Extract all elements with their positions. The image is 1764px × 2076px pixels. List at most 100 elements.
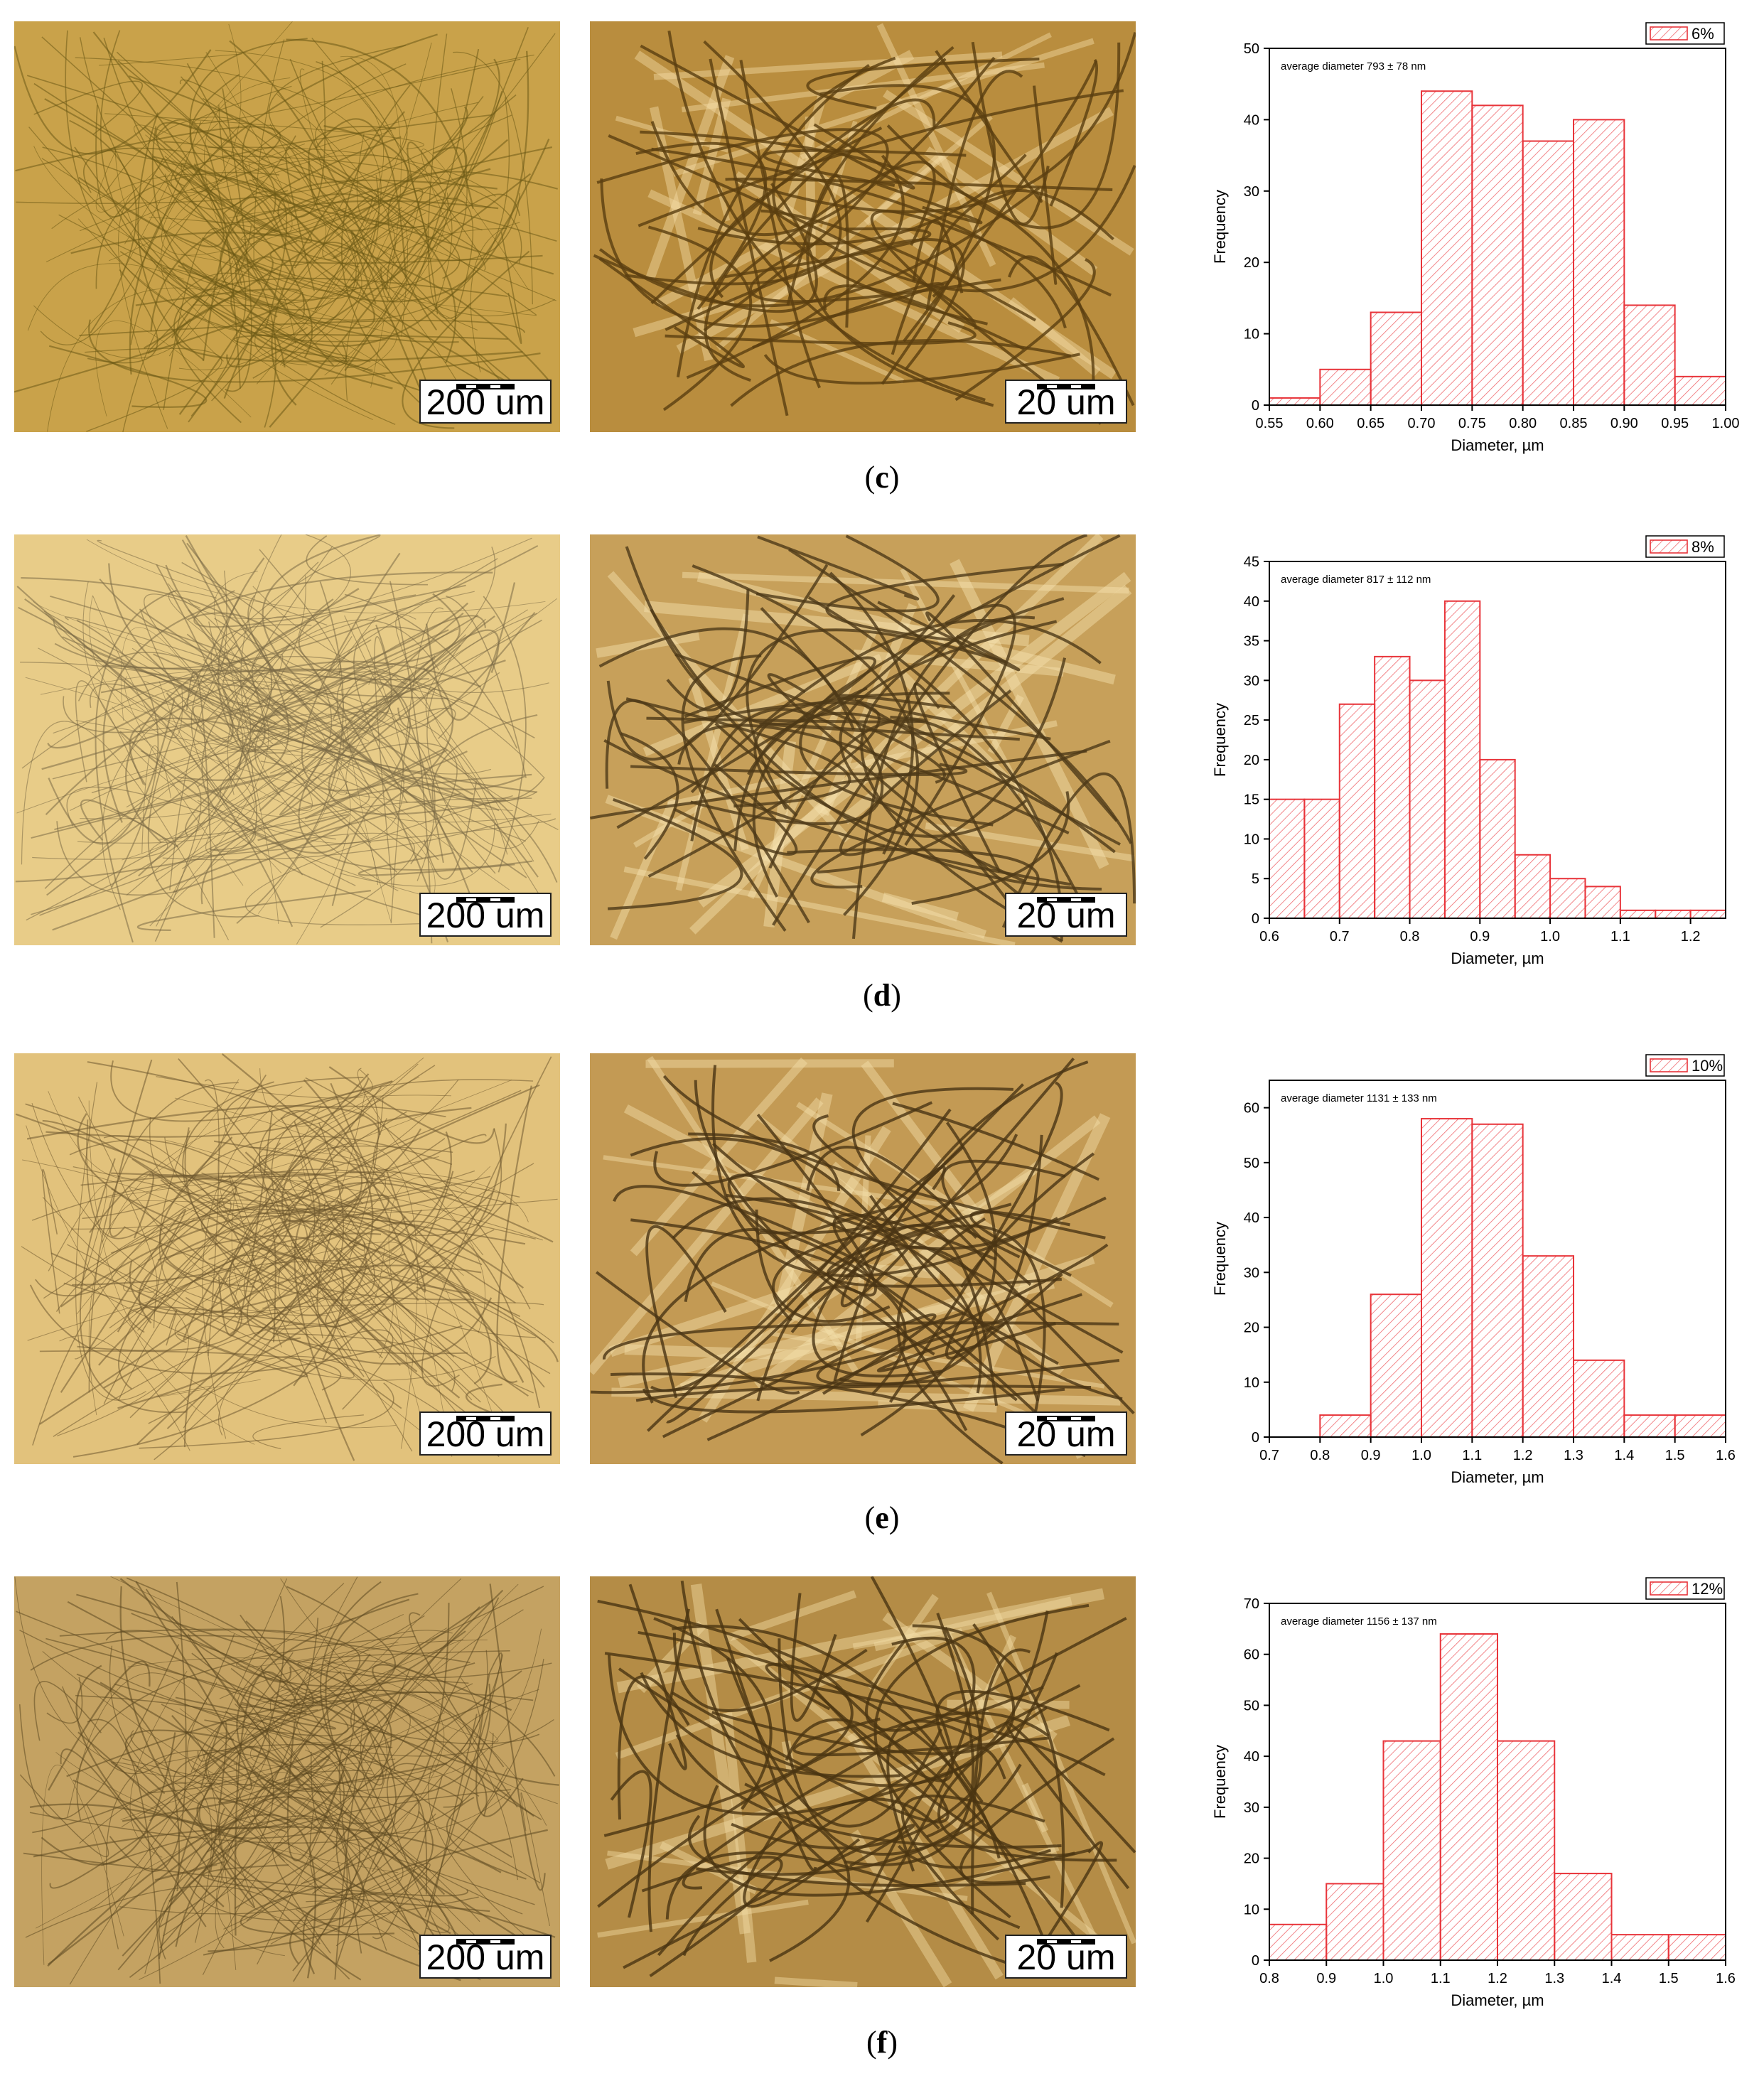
y-tick-label: 40 — [1244, 1210, 1259, 1226]
y-tick-label: 20 — [1244, 255, 1259, 271]
histogram-bar — [1269, 798, 1306, 919]
histogram-bar — [1421, 90, 1473, 407]
histogram-bar — [1674, 375, 1727, 406]
panel-caption: (e) — [864, 1500, 900, 1535]
x-axis-label: Diameter, µm — [1451, 1468, 1544, 1486]
x-tick-label: 0.55 — [1256, 416, 1284, 431]
x-tick-label: 0.7 — [1259, 1448, 1279, 1463]
scale-bar: 20 um — [1005, 1411, 1127, 1456]
x-tick-label: 0.8 — [1400, 929, 1420, 945]
histogram-bar — [1370, 1294, 1422, 1438]
x-tick-label: 1.1 — [1462, 1448, 1482, 1463]
histogram-bar — [1303, 798, 1340, 919]
fiber-texture — [593, 30, 1136, 425]
micrograph-high-mag: 20 um — [590, 21, 1136, 432]
fiber-texture — [597, 1576, 1136, 1978]
x-tick-label: 1.6 — [1716, 1448, 1736, 1463]
scale-bar-label: 20 um — [1016, 382, 1116, 422]
histogram-bar — [1409, 679, 1446, 919]
x-tick-label: 1.0 — [1540, 929, 1560, 945]
histogram-bar — [1667, 1934, 1726, 1961]
x-tick-label: 1.2 — [1488, 1971, 1507, 1986]
histogram-bar — [1497, 1740, 1556, 1961]
histogram-bar — [1269, 397, 1321, 407]
y-tick-label: 20 — [1244, 753, 1259, 768]
y-tick-label: 50 — [1244, 1156, 1259, 1171]
x-tick-label: 1.5 — [1665, 1448, 1685, 1463]
legend: 10% — [1645, 1054, 1725, 1077]
y-tick-label: 5 — [1252, 871, 1259, 887]
y-tick-label: 10 — [1244, 832, 1259, 847]
micrograph-low-mag: 200 um — [14, 1053, 560, 1464]
scale-bar-label: 200 um — [426, 382, 545, 422]
x-axis-label: Diameter, µm — [1451, 950, 1544, 967]
histogram-bar — [1471, 1123, 1524, 1438]
plot-frame — [1269, 1080, 1726, 1438]
x-tick-label: 1.3 — [1564, 1448, 1583, 1463]
y-axis-label: Frequency — [1211, 1745, 1229, 1819]
y-tick-label: 35 — [1244, 634, 1259, 650]
x-tick-label: 0.7 — [1330, 929, 1350, 945]
y-axis: 0 10 20 30 40 50 60 Frequency — [1211, 1101, 1269, 1446]
legend-swatch — [1650, 539, 1688, 554]
fiber-texture — [15, 534, 559, 945]
legend-swatch — [1650, 26, 1688, 41]
micrograph-low-mag: 200 um — [14, 21, 560, 432]
x-axis-label: Diameter, µm — [1451, 1991, 1544, 2009]
scale-bar: 20 um — [1005, 893, 1127, 937]
y-tick-label: 40 — [1244, 112, 1259, 128]
y-tick-label: 20 — [1244, 1851, 1259, 1867]
histogram-bar — [1573, 1359, 1625, 1438]
histogram-bar — [1443, 600, 1481, 920]
panel-caption: (d) — [863, 978, 901, 1013]
panel-caption: (f) — [866, 2025, 898, 2060]
legend: 12% — [1645, 1577, 1725, 1600]
micrograph-high-mag: 20 um — [590, 534, 1136, 945]
x-tick-label: 0.9 — [1470, 929, 1490, 945]
y-tick-label: 30 — [1244, 1265, 1259, 1281]
histogram-bar — [1374, 655, 1411, 919]
histogram-bar — [1655, 909, 1692, 919]
bars — [1269, 1633, 1726, 1962]
scale-bar: 200 um — [419, 893, 552, 937]
scale-bar: 200 um — [419, 1935, 552, 1979]
scale-bar-label: 200 um — [426, 1414, 545, 1454]
histogram-bar — [1269, 1923, 1328, 1961]
histogram-bar — [1674, 1414, 1727, 1438]
scale-bar-label: 20 um — [1016, 1414, 1116, 1454]
histogram-bar — [1554, 1873, 1613, 1962]
scale-bar: 20 um — [1005, 1935, 1127, 1979]
y-tick-label: 25 — [1244, 713, 1259, 728]
plot-frame — [1269, 48, 1726, 406]
fiber-texture — [591, 1057, 1135, 1464]
x-tick-label: 1.5 — [1659, 1971, 1679, 1986]
y-tick-label: 50 — [1244, 41, 1259, 57]
histogram-bar — [1319, 1414, 1372, 1438]
x-tick-label: 1.0 — [1411, 1448, 1431, 1463]
scale-bar-label: 20 um — [1016, 896, 1116, 935]
x-tick-label: 0.70 — [1408, 416, 1436, 431]
legend-swatch — [1650, 1581, 1688, 1596]
y-tick-label: 60 — [1244, 1101, 1259, 1117]
x-tick-label: 1.1 — [1431, 1971, 1451, 1986]
micrograph-background — [14, 1053, 560, 1464]
y-axis-label: Frequency — [1211, 1222, 1229, 1296]
fiber-texture — [14, 21, 558, 432]
micrograph-low-mag: 200 um — [14, 1576, 560, 1987]
histogram-bar — [1689, 909, 1726, 919]
y-axis: 0 5 10 15 20 25 30 35 40 45 Frequency — [1211, 554, 1269, 927]
x-tick-label: 0.85 — [1560, 416, 1588, 431]
histogram-bar — [1619, 909, 1657, 919]
x-tick-label: 1.2 — [1681, 929, 1701, 945]
x-tick-label: 0.9 — [1361, 1448, 1381, 1463]
x-tick-label: 0.95 — [1661, 416, 1689, 431]
annotation: average diameter 793 ± 78 nm — [1281, 60, 1426, 72]
scale-bar: 200 um — [419, 380, 552, 424]
x-tick-label: 0.90 — [1610, 416, 1638, 431]
x-tick-label: 1.3 — [1544, 1971, 1564, 1986]
histogram-bar — [1370, 311, 1422, 407]
histogram-bar — [1623, 1414, 1676, 1438]
y-axis-label: Frequency — [1211, 190, 1229, 264]
panel-caption: (c) — [864, 460, 900, 495]
x-axis-label: Diameter, µm — [1451, 436, 1544, 454]
